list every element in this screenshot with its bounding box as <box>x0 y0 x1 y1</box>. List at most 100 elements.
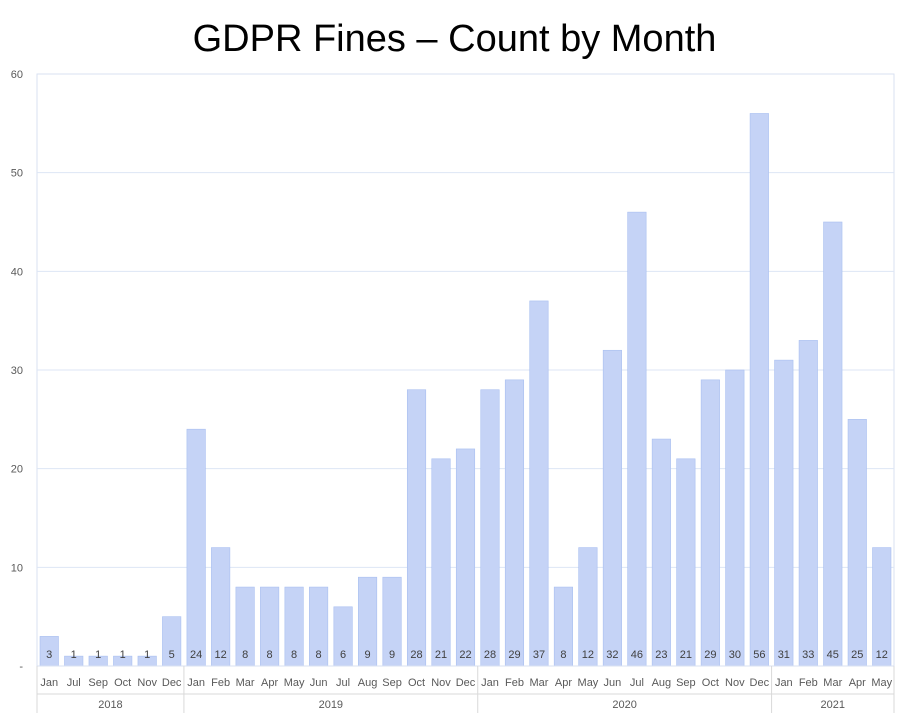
x-tick-label: Mar <box>236 677 255 689</box>
data-label: 22 <box>459 649 471 661</box>
y-tick-label: 50 <box>11 168 23 180</box>
x-tick-label: Mar <box>823 677 842 689</box>
bar <box>774 359 794 667</box>
x-tick-label: Sep <box>676 677 696 689</box>
x-tick-label: Dec <box>456 677 476 689</box>
data-label: 29 <box>704 649 716 661</box>
bar <box>186 428 206 667</box>
data-label: 28 <box>410 649 422 661</box>
data-label: 8 <box>291 649 297 661</box>
bar <box>725 369 745 667</box>
data-label: 12 <box>876 649 888 661</box>
data-label: 8 <box>560 649 566 661</box>
x-tick-label: May <box>284 677 305 689</box>
year-label: 2018 <box>98 699 122 711</box>
data-label: 33 <box>802 649 814 661</box>
data-label: 32 <box>606 649 618 661</box>
year-label: 2021 <box>821 699 845 711</box>
bar <box>480 389 500 667</box>
bar <box>847 419 867 667</box>
x-tick-label: Apr <box>849 677 866 689</box>
x-tick-label: Dec <box>162 677 182 689</box>
year-label: 2020 <box>612 699 636 711</box>
bar <box>676 458 696 667</box>
x-tick-label: Jul <box>630 677 644 689</box>
bar <box>529 300 549 667</box>
bar <box>823 221 843 667</box>
bar <box>749 113 769 667</box>
data-label: 12 <box>215 649 227 661</box>
data-label: 8 <box>316 649 322 661</box>
chart-title: GDPR Fines – Count by Month <box>192 18 717 60</box>
x-tick-label: Sep <box>382 677 402 689</box>
x-tick-label: Oct <box>702 677 719 689</box>
x-tick-label: Jun <box>310 677 328 689</box>
bar <box>700 379 720 667</box>
data-label: 46 <box>631 649 643 661</box>
bar <box>627 211 647 667</box>
data-label: 25 <box>851 649 863 661</box>
data-label: 1 <box>120 649 126 661</box>
data-label: 37 <box>533 649 545 661</box>
x-tick-label: May <box>871 677 892 689</box>
data-label: 29 <box>508 649 520 661</box>
y-tick-label: - <box>19 661 23 673</box>
x-tick-label: Jul <box>67 677 81 689</box>
data-label: 45 <box>827 649 839 661</box>
x-tick-label: Feb <box>211 677 230 689</box>
data-label: 12 <box>582 649 594 661</box>
data-label: 31 <box>778 649 790 661</box>
bar <box>798 340 818 667</box>
x-tick-label: Nov <box>431 677 451 689</box>
y-tick-label: 40 <box>11 266 23 278</box>
x-tick-label: Dec <box>750 677 770 689</box>
x-tick-label: Apr <box>261 677 278 689</box>
data-label: 3 <box>46 649 52 661</box>
y-tick-label: 10 <box>11 562 23 574</box>
data-label: 6 <box>340 649 346 661</box>
data-label: 1 <box>71 649 77 661</box>
data-label: 9 <box>364 649 370 661</box>
data-label: 8 <box>267 649 273 661</box>
x-tick-label: Oct <box>408 677 425 689</box>
data-label: 30 <box>729 649 741 661</box>
x-tick-label: Nov <box>137 677 157 689</box>
x-tick-label: Jun <box>604 677 622 689</box>
bar <box>406 389 427 667</box>
x-tick-label: Aug <box>358 677 378 689</box>
bar <box>504 379 525 667</box>
x-tick-label: May <box>578 677 599 689</box>
bar <box>431 458 451 667</box>
data-label: 21 <box>680 649 692 661</box>
y-tick-label: 60 <box>11 69 23 81</box>
data-label: 8 <box>242 649 248 661</box>
x-tick-label: Feb <box>799 677 818 689</box>
x-tick-label: Nov <box>725 677 745 689</box>
x-tick-label: Aug <box>652 677 672 689</box>
x-tick-label: Mar <box>529 677 548 689</box>
x-tick-label: Sep <box>88 677 108 689</box>
y-tick-label: 20 <box>11 464 23 476</box>
data-label: 1 <box>144 649 150 661</box>
x-tick-label: Jan <box>481 677 499 689</box>
bar <box>602 349 622 667</box>
bar <box>651 438 671 667</box>
x-tick-label: Jul <box>336 677 350 689</box>
y-tick-label: 30 <box>11 365 23 377</box>
data-label: 28 <box>484 649 496 661</box>
year-label: 2019 <box>319 699 343 711</box>
data-label: 24 <box>190 649 202 661</box>
data-label: 56 <box>753 649 765 661</box>
data-label: 23 <box>655 649 667 661</box>
bar <box>455 448 476 667</box>
data-label: 5 <box>169 649 175 661</box>
x-tick-label: Oct <box>114 677 131 689</box>
x-tick-label: Jan <box>40 677 58 689</box>
data-label: 1 <box>95 649 101 661</box>
x-tick-label: Jan <box>775 677 793 689</box>
x-tick-label: Jan <box>187 677 205 689</box>
data-label: 9 <box>389 649 395 661</box>
x-tick-label: Apr <box>555 677 572 689</box>
